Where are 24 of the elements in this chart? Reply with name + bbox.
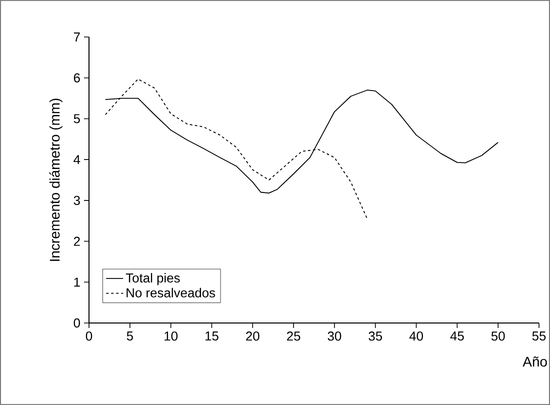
x-tick-label: 40 xyxy=(409,332,423,341)
y-tick-label: 3 xyxy=(74,196,80,206)
y-tick-label: 7 xyxy=(74,32,80,42)
x-tick-label: 55 xyxy=(532,332,546,341)
x-tick-label: 15 xyxy=(206,332,218,341)
y-tick-label: 6 xyxy=(74,73,80,82)
x-tick-label: 5 xyxy=(126,332,133,341)
x-tick-label: 50 xyxy=(491,332,505,341)
x-tick-label: 0 xyxy=(86,332,92,341)
x-tick-label: 35 xyxy=(368,332,382,341)
legend-label: No resalveados xyxy=(126,288,216,298)
y-axis-title: Incremento diámetro (mm) xyxy=(49,98,62,261)
x-tick-label: 10 xyxy=(164,332,178,341)
x-tick-label: 45 xyxy=(450,332,464,341)
x-tick-label: 30 xyxy=(328,332,342,341)
y-tick-label: 4 xyxy=(74,155,80,164)
y-tick-label: 1 xyxy=(74,278,80,287)
x-tick-label: 25 xyxy=(287,332,300,341)
y-tick-label: 0 xyxy=(74,318,80,328)
legend-label: Total pies xyxy=(126,273,180,286)
x-tick-label: 20 xyxy=(246,332,260,341)
y-tick-label: 5 xyxy=(74,114,80,124)
y-tick-label: 2 xyxy=(74,236,80,246)
x-axis-title: Año xyxy=(522,356,547,367)
